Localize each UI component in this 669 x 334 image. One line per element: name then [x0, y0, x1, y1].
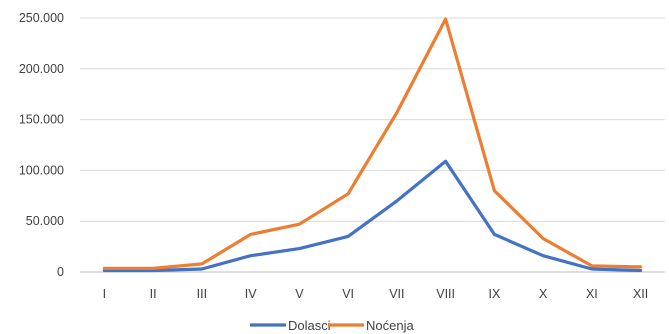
data-point	[639, 269, 642, 272]
data-point	[444, 17, 447, 21]
x-tick-label: II	[150, 287, 157, 301]
y-axis-labels: 0 50.000 100.000 150.000 200.000 250.000	[19, 11, 64, 279]
gridlines	[80, 17, 665, 273]
x-tick-label: III	[197, 287, 207, 301]
data-point	[590, 267, 594, 271]
y-tick-label: 50.000	[26, 214, 64, 228]
data-point	[249, 254, 252, 257]
data-point	[103, 267, 106, 270]
data-point	[639, 265, 642, 269]
data-point	[346, 235, 350, 238]
data-point	[395, 199, 399, 203]
y-tick-label: 200.000	[19, 62, 64, 76]
y-tick-label: 250.000	[19, 11, 64, 25]
series-lines	[102, 17, 643, 273]
data-point	[493, 189, 496, 192]
x-tick-label: V	[295, 287, 304, 301]
x-tick-label: IV	[245, 287, 257, 301]
x-tick-label: VII	[389, 287, 404, 301]
y-tick-label: 0	[57, 265, 64, 279]
series-line-1	[102, 17, 643, 270]
data-point	[444, 160, 447, 163]
data-point	[346, 192, 350, 195]
y-tick-label: 150.000	[19, 113, 64, 127]
x-tick-label: I	[103, 287, 106, 301]
data-point	[541, 237, 545, 240]
x-tick-label: XI	[586, 287, 598, 301]
data-point	[395, 111, 399, 114]
data-point	[249, 233, 252, 236]
x-tick-label: X	[539, 287, 548, 301]
data-point	[298, 223, 301, 226]
data-point	[200, 262, 204, 266]
x-tick-label: VI	[342, 287, 354, 301]
data-point	[298, 247, 301, 250]
data-point	[493, 233, 496, 236]
x-axis-labels: I II III IV V VI VII VIII IX X XI XII	[103, 287, 649, 301]
x-tick-label: VIII	[436, 287, 455, 301]
data-point	[151, 267, 155, 270]
legend-label: Dolasci	[288, 318, 331, 333]
data-point	[590, 264, 594, 268]
legend: Dolasci Noćenja	[250, 318, 414, 333]
data-point	[541, 254, 545, 257]
x-tick-label: IX	[488, 287, 500, 301]
series-line-0	[102, 159, 643, 273]
legend-label: Noćenja	[366, 318, 414, 333]
data-point	[200, 267, 204, 271]
x-tick-label: XII	[633, 287, 648, 301]
y-tick-label: 100.000	[19, 163, 64, 177]
